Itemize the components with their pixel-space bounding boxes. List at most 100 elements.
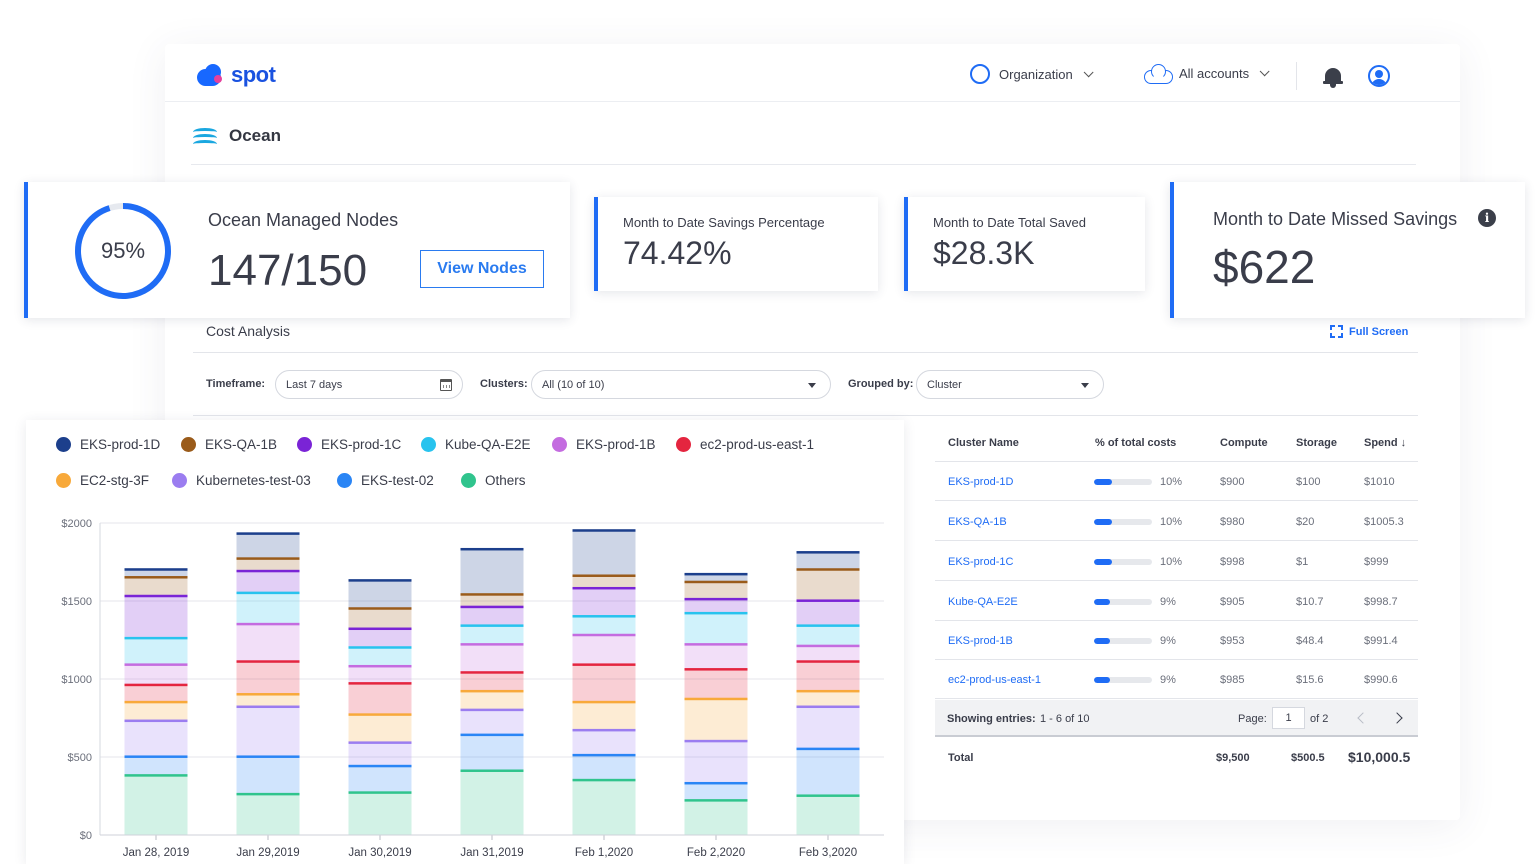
bar-segment[interactable] [236,660,300,694]
bar-segment[interactable] [572,529,636,575]
bar-segment[interactable] [124,683,188,701]
bar-segment[interactable] [684,572,748,581]
bar-segment[interactable] [572,586,636,616]
col-cluster-name[interactable]: Cluster Name [948,437,1019,449]
full-screen-button[interactable]: Full Screen [1330,325,1408,338]
clusters-select[interactable]: All (10 of 10) [531,370,831,399]
col-compute[interactable]: Compute [1220,437,1268,449]
bar-segment[interactable] [796,747,860,795]
bar-segment[interactable] [124,576,188,595]
bar-segment[interactable] [348,579,412,608]
bar-segment[interactable] [572,633,636,664]
bar-segment[interactable] [348,791,412,835]
legend-item[interactable]: ec2-prod-us-east-1 [676,437,814,452]
accounts-dropdown[interactable]: All accounts [1144,64,1270,84]
bar-segment[interactable] [684,611,748,644]
legend-item[interactable]: EC2-stg-3F [56,473,149,488]
legend-item[interactable]: Kube-QA-E2E [421,437,531,452]
legend-item[interactable]: EKS-QA-1B [181,437,277,452]
bar-segment[interactable] [124,774,188,835]
legend-item[interactable]: EKS-test-02 [337,473,434,488]
bar-segment[interactable] [348,664,412,683]
organization-dropdown[interactable]: Organization [970,64,1094,84]
cluster-name-link[interactable]: EKS-prod-1B [948,635,1013,647]
bar-segment[interactable] [684,668,748,698]
cluster-name-link[interactable]: EKS-prod-1C [948,556,1014,568]
grouped-by-select[interactable]: Cluster [916,370,1104,399]
bar-segment[interactable] [572,574,636,587]
bar-segment[interactable] [236,532,300,558]
bar-segment[interactable] [796,624,860,645]
bar-segment[interactable] [684,799,748,835]
bar-segment[interactable] [796,644,860,661]
bar-segment[interactable] [684,597,748,612]
bar-segment[interactable] [124,755,188,775]
bar-segment[interactable] [572,615,636,634]
bar-segment[interactable] [572,753,636,779]
bar-segment[interactable] [460,605,524,625]
bar-segment[interactable] [348,627,412,647]
bar-segment[interactable] [236,622,300,661]
bar-segment[interactable] [684,580,748,598]
bar-segment[interactable] [236,792,300,835]
bar-segment[interactable] [460,593,524,606]
bar-segment[interactable] [796,660,860,690]
bar-segment[interactable] [460,708,524,734]
bar-segment[interactable] [460,547,524,594]
bell-icon[interactable] [1323,66,1343,88]
bar-segment[interactable] [796,794,860,835]
legend-item[interactable]: EKS-prod-1C [297,437,401,452]
bar-segment[interactable] [236,591,300,623]
bar-segment[interactable] [796,599,860,625]
bar-segment[interactable] [348,646,412,665]
bar-segment[interactable] [124,636,188,664]
bar-segment[interactable] [236,557,300,570]
bar-segment[interactable] [796,689,860,706]
bar-segment[interactable] [460,769,524,835]
bar-segment[interactable] [348,607,412,628]
bar-segment[interactable] [572,700,636,729]
bar-segment[interactable] [684,781,748,800]
bar-segment[interactable] [348,764,412,792]
bar-segment[interactable] [796,705,860,748]
bar-segment[interactable] [572,778,636,835]
spot-logo[interactable]: spot [197,62,276,88]
bar-segment[interactable] [460,624,524,644]
view-nodes-button[interactable]: View Nodes [420,250,544,288]
bar-segment[interactable] [460,689,524,709]
bar-segment[interactable] [796,551,860,569]
user-avatar-icon[interactable] [1368,65,1390,87]
page-number-input[interactable]: 1 [1272,707,1305,729]
bar-segment[interactable] [796,568,860,600]
bar-segment[interactable] [124,700,188,720]
bar-segment[interactable] [348,682,412,714]
bar-segment[interactable] [124,719,188,756]
bar-segment[interactable] [236,705,300,756]
bar-segment[interactable] [460,671,524,690]
bar-segment[interactable] [684,643,748,669]
bar-segment[interactable] [572,663,636,701]
bar-segment[interactable] [684,697,748,740]
bar-segment[interactable] [572,728,636,754]
bar-segment[interactable] [124,568,188,577]
info-icon[interactable]: i [1478,209,1496,227]
cluster-name-link[interactable]: EKS-prod-1D [948,476,1014,488]
cluster-name-link[interactable]: Kube-QA-E2E [948,596,1018,608]
bar-segment[interactable] [236,693,300,706]
legend-item[interactable]: Kubernetes-test-03 [172,473,311,488]
col-storage[interactable]: Storage [1296,437,1337,449]
legend-item[interactable]: Others [461,473,526,488]
bar-segment[interactable] [236,569,300,592]
col-pct-total[interactable]: % of total costs [1095,437,1177,449]
cluster-name-link[interactable]: ec2-prod-us-east-1 [948,674,1041,686]
bar-segment[interactable] [460,643,524,672]
cluster-name-link[interactable]: EKS-QA-1B [948,516,1007,528]
bar-segment[interactable] [348,713,412,742]
legend-item[interactable]: EKS-prod-1B [552,437,656,452]
bar-segment[interactable] [124,663,188,684]
bar-segment[interactable] [348,741,412,765]
bar-segment[interactable] [460,733,524,770]
timeframe-select[interactable]: Last 7 days [275,370,463,399]
legend-item[interactable]: EKS-prod-1D [56,437,160,452]
bar-segment[interactable] [684,739,748,782]
